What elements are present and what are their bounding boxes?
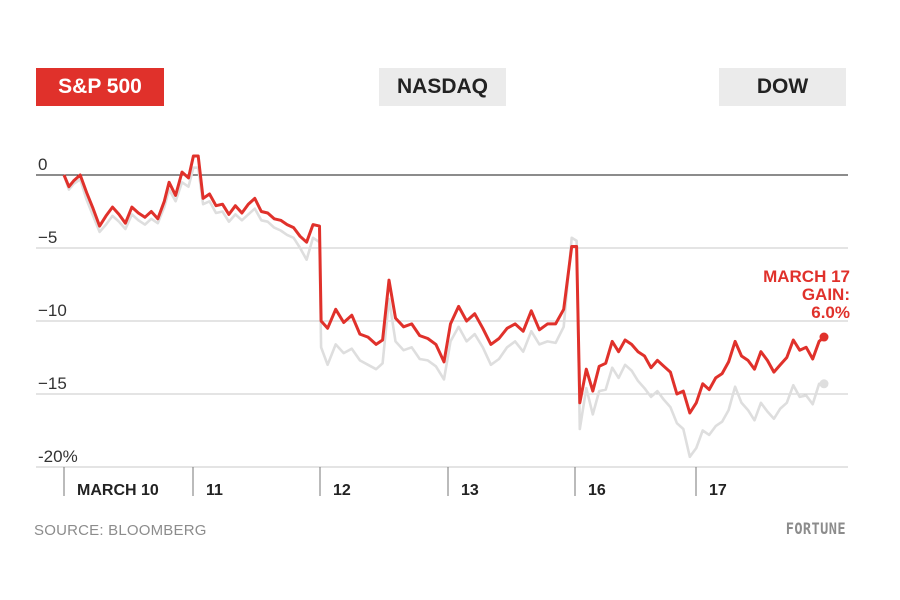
- tab-dow[interactable]: DOW: [719, 68, 846, 106]
- y-tick-label: −5: [38, 228, 57, 247]
- tab-sp-500[interactable]: S&P 500: [36, 68, 164, 106]
- y-tick-label: -20%: [38, 447, 78, 466]
- x-tick-label: MARCH 10: [77, 482, 159, 499]
- gain-annotation-line: GAIN:: [802, 285, 850, 304]
- x-tick-label: 16: [588, 482, 606, 499]
- gain-annotation-line: 6.0%: [811, 303, 850, 322]
- x-tick-label: 17: [709, 482, 727, 499]
- tab-nasdaq[interactable]: NASDAQ: [379, 68, 506, 106]
- gain-annotation-line: MARCH 17: [763, 267, 850, 286]
- x-tick-label: 13: [461, 482, 479, 499]
- inactive-series-endpoint: [819, 379, 829, 389]
- inactive-series-line: [62, 166, 824, 459]
- y-tick-label: −10: [38, 301, 67, 320]
- x-tick-label: 11: [206, 482, 223, 499]
- fortune-logo: FORTUNE: [785, 519, 846, 538]
- y-tick-label: −15: [38, 374, 67, 393]
- x-tick-label: 12: [333, 482, 351, 499]
- active-series-line: [62, 154, 825, 415]
- source-note: SOURCE: BLOOMBERG: [34, 522, 207, 539]
- y-tick-label: 0: [38, 155, 47, 174]
- active-series-endpoint: [819, 332, 829, 342]
